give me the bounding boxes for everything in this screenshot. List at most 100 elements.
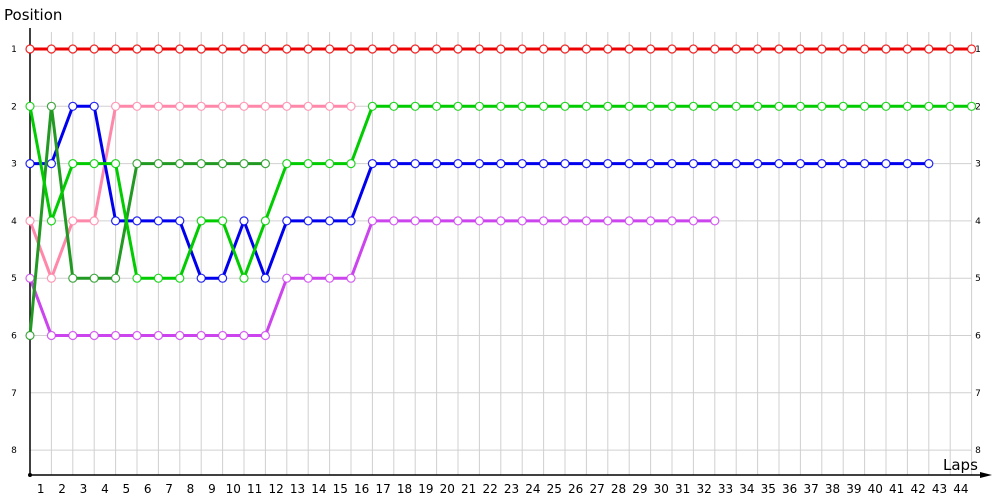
data-point bbox=[25, 101, 35, 111]
data-point bbox=[945, 44, 955, 54]
data-point bbox=[838, 44, 848, 54]
data-point bbox=[389, 44, 399, 54]
data-point bbox=[474, 216, 484, 226]
data-point bbox=[902, 101, 913, 111]
data-point bbox=[667, 159, 677, 169]
x-tick-label: 13 bbox=[290, 482, 305, 496]
data-point bbox=[46, 159, 57, 169]
data-point bbox=[774, 101, 784, 111]
x-tick-label: 22 bbox=[482, 482, 497, 496]
data-point bbox=[153, 216, 163, 226]
data-point bbox=[581, 44, 592, 54]
data-point bbox=[303, 216, 313, 226]
x-tick-label: 11 bbox=[247, 482, 262, 496]
data-point bbox=[603, 44, 613, 54]
x-tick-label: 12 bbox=[268, 482, 283, 496]
data-point bbox=[881, 44, 891, 54]
x-tick-label: 2 bbox=[58, 482, 66, 496]
data-point bbox=[389, 159, 399, 169]
x-tick-label: 7 bbox=[165, 482, 173, 496]
x-tick-label: 43 bbox=[932, 482, 947, 496]
data-point bbox=[838, 101, 848, 111]
data-point bbox=[153, 159, 163, 169]
data-point bbox=[474, 159, 484, 169]
data-point bbox=[795, 159, 806, 169]
y-tick-label-right: 4 bbox=[975, 217, 981, 227]
data-point bbox=[303, 159, 313, 169]
data-point bbox=[496, 216, 506, 226]
data-point bbox=[196, 330, 206, 341]
x-tick-label: 9 bbox=[208, 482, 216, 496]
data-point bbox=[25, 273, 35, 283]
data-point bbox=[282, 273, 292, 283]
x-tick-label: 14 bbox=[311, 482, 326, 496]
data-point bbox=[453, 101, 463, 111]
data-point bbox=[25, 216, 35, 226]
data-point bbox=[667, 216, 677, 226]
data-point bbox=[453, 159, 463, 169]
series-line bbox=[28, 104, 351, 283]
x-tick-label: 27 bbox=[589, 482, 604, 496]
data-point bbox=[624, 44, 634, 54]
data-point bbox=[260, 273, 270, 283]
data-point bbox=[496, 159, 506, 169]
x-tick-label: 31 bbox=[675, 482, 690, 496]
data-point bbox=[346, 273, 356, 283]
data-point bbox=[924, 101, 934, 111]
data-point bbox=[132, 101, 142, 111]
data-point bbox=[89, 216, 99, 226]
data-point bbox=[688, 44, 699, 54]
data-point bbox=[710, 159, 720, 169]
data-point bbox=[538, 44, 549, 54]
data-point bbox=[410, 216, 420, 226]
data-point bbox=[859, 159, 870, 169]
data-point bbox=[367, 216, 377, 226]
data-point bbox=[239, 159, 249, 169]
x-tick-label: 39 bbox=[846, 482, 861, 496]
data-point bbox=[218, 216, 228, 226]
data-point bbox=[260, 101, 270, 111]
data-point bbox=[325, 101, 335, 111]
data-point bbox=[346, 44, 356, 54]
data-point bbox=[731, 101, 741, 111]
data-point bbox=[560, 159, 570, 169]
data-point bbox=[496, 44, 506, 54]
data-point bbox=[645, 101, 656, 111]
data-point bbox=[25, 159, 35, 169]
data-point bbox=[153, 273, 163, 283]
data-point bbox=[432, 101, 442, 111]
data-point bbox=[196, 273, 206, 283]
data-point bbox=[945, 101, 955, 111]
data-point bbox=[774, 44, 784, 54]
x-tick-labels: 1 2 3 4 5 6 7 8 9 10 11 12 13 14 15 16 17 18 19 20 21 22 23 24 2… bbox=[37, 482, 969, 496]
data-point bbox=[474, 44, 484, 54]
series-5 bbox=[25, 101, 977, 283]
data-point bbox=[560, 216, 570, 226]
x-tick-label: 30 bbox=[654, 482, 669, 496]
data-point bbox=[218, 330, 228, 341]
x-tick-label: 44 bbox=[953, 482, 968, 496]
data-point bbox=[196, 159, 206, 169]
data-point bbox=[132, 44, 142, 54]
y-tick-label-left: 4 bbox=[11, 217, 17, 227]
data-point bbox=[239, 101, 249, 111]
data-point bbox=[68, 330, 78, 341]
data-point bbox=[538, 159, 549, 169]
y-tick-labels: 1 1 2 2 3 3 4 4 5 5 6 6 7 7 8 8 bbox=[11, 45, 981, 456]
y-tick-label-right: 5 bbox=[975, 274, 981, 284]
data-point bbox=[68, 44, 78, 54]
x-tick-label: 26 bbox=[568, 482, 583, 496]
x-tick-label: 5 bbox=[122, 482, 130, 496]
x-tick-label: 41 bbox=[889, 482, 904, 496]
y-tick-label-right: 3 bbox=[975, 160, 981, 170]
series-4 bbox=[25, 101, 270, 341]
data-point bbox=[410, 159, 420, 169]
data-point bbox=[581, 216, 592, 226]
series-2 bbox=[25, 216, 720, 341]
data-point bbox=[153, 330, 163, 341]
data-point bbox=[817, 44, 827, 54]
data-point bbox=[175, 330, 185, 341]
data-point bbox=[432, 159, 442, 169]
data-point bbox=[110, 101, 121, 111]
